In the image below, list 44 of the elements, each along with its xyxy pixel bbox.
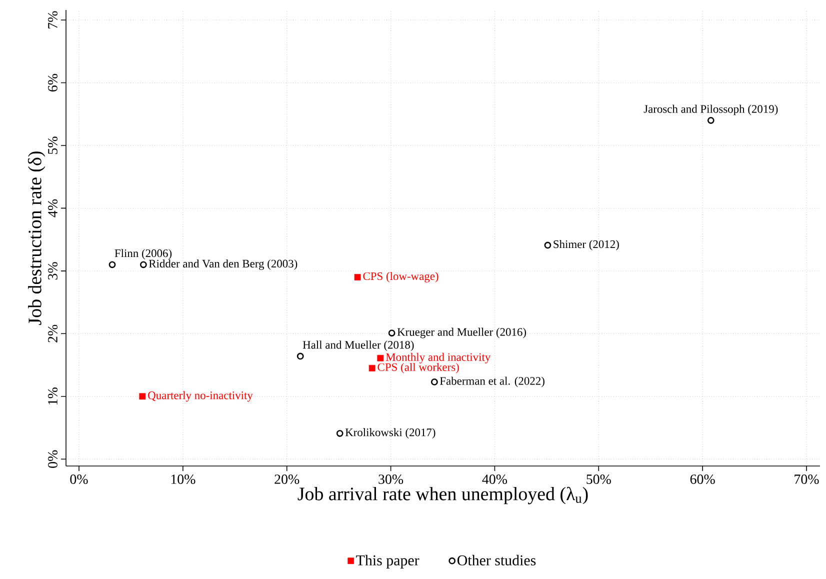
point <box>354 274 361 280</box>
y-tick-label: 5% <box>48 136 58 154</box>
legend-label: This paper <box>356 554 420 568</box>
x-tick-label: 50% <box>586 474 611 484</box>
point <box>140 261 147 268</box>
point <box>296 352 304 360</box>
annotation: Shimer (2012) <box>554 240 619 250</box>
annotation: CPS (all workers) <box>378 362 459 374</box>
y-tick-label: 0% <box>48 450 58 468</box>
y-tick-label: 7% <box>48 11 58 28</box>
annotation: Krolikowski (2017) <box>345 428 436 439</box>
point <box>544 242 552 249</box>
point <box>139 393 146 400</box>
y-tick-label: 2% <box>48 324 58 342</box>
annotation: Hall and Mueller (2018) <box>302 340 414 352</box>
x-tick-label: 70% <box>794 474 819 484</box>
annotation: Ridder and Van den Berg (2003) <box>148 259 298 270</box>
x-tick-label: 0% <box>70 474 88 484</box>
y-tick-label: 6% <box>48 74 58 92</box>
x-tick-label: 60% <box>690 474 715 484</box>
annotation: Jarosch and Pilossoph (2019) <box>644 104 778 116</box>
y-tick-label: 1% <box>48 388 58 404</box>
x-tick-label: 40% <box>482 474 508 484</box>
annotation: Flinn (2006) <box>114 249 172 260</box>
x-tick-label: 10% <box>171 474 196 484</box>
annotation: Faberman et al. (2022) <box>440 376 544 388</box>
point <box>707 116 714 124</box>
y-tick-label: 4% <box>48 199 58 218</box>
point <box>377 354 384 362</box>
point <box>108 261 116 268</box>
x-tick-label: 20% <box>274 474 300 484</box>
annotation: Monthly and inactivity <box>386 352 491 364</box>
point <box>336 430 344 437</box>
x-tick-label: 30% <box>378 474 404 484</box>
point <box>388 330 396 336</box>
point <box>430 378 438 386</box>
y-tick-label: 3% <box>48 262 58 280</box>
annotation: CPS (low-wage) <box>363 272 438 282</box>
point <box>368 364 376 372</box>
y-axis-title: Job destruction rate (δ) <box>28 152 46 325</box>
annotation: Quarterly no-inactivity <box>148 391 253 402</box>
x-axis-title: Job arrival rate when unemployed (λ$_{u}$) <box>298 486 588 504</box>
annotation: Krueger and Mueller (2016) <box>397 328 526 338</box>
legend-label: Other studies <box>457 554 536 566</box>
